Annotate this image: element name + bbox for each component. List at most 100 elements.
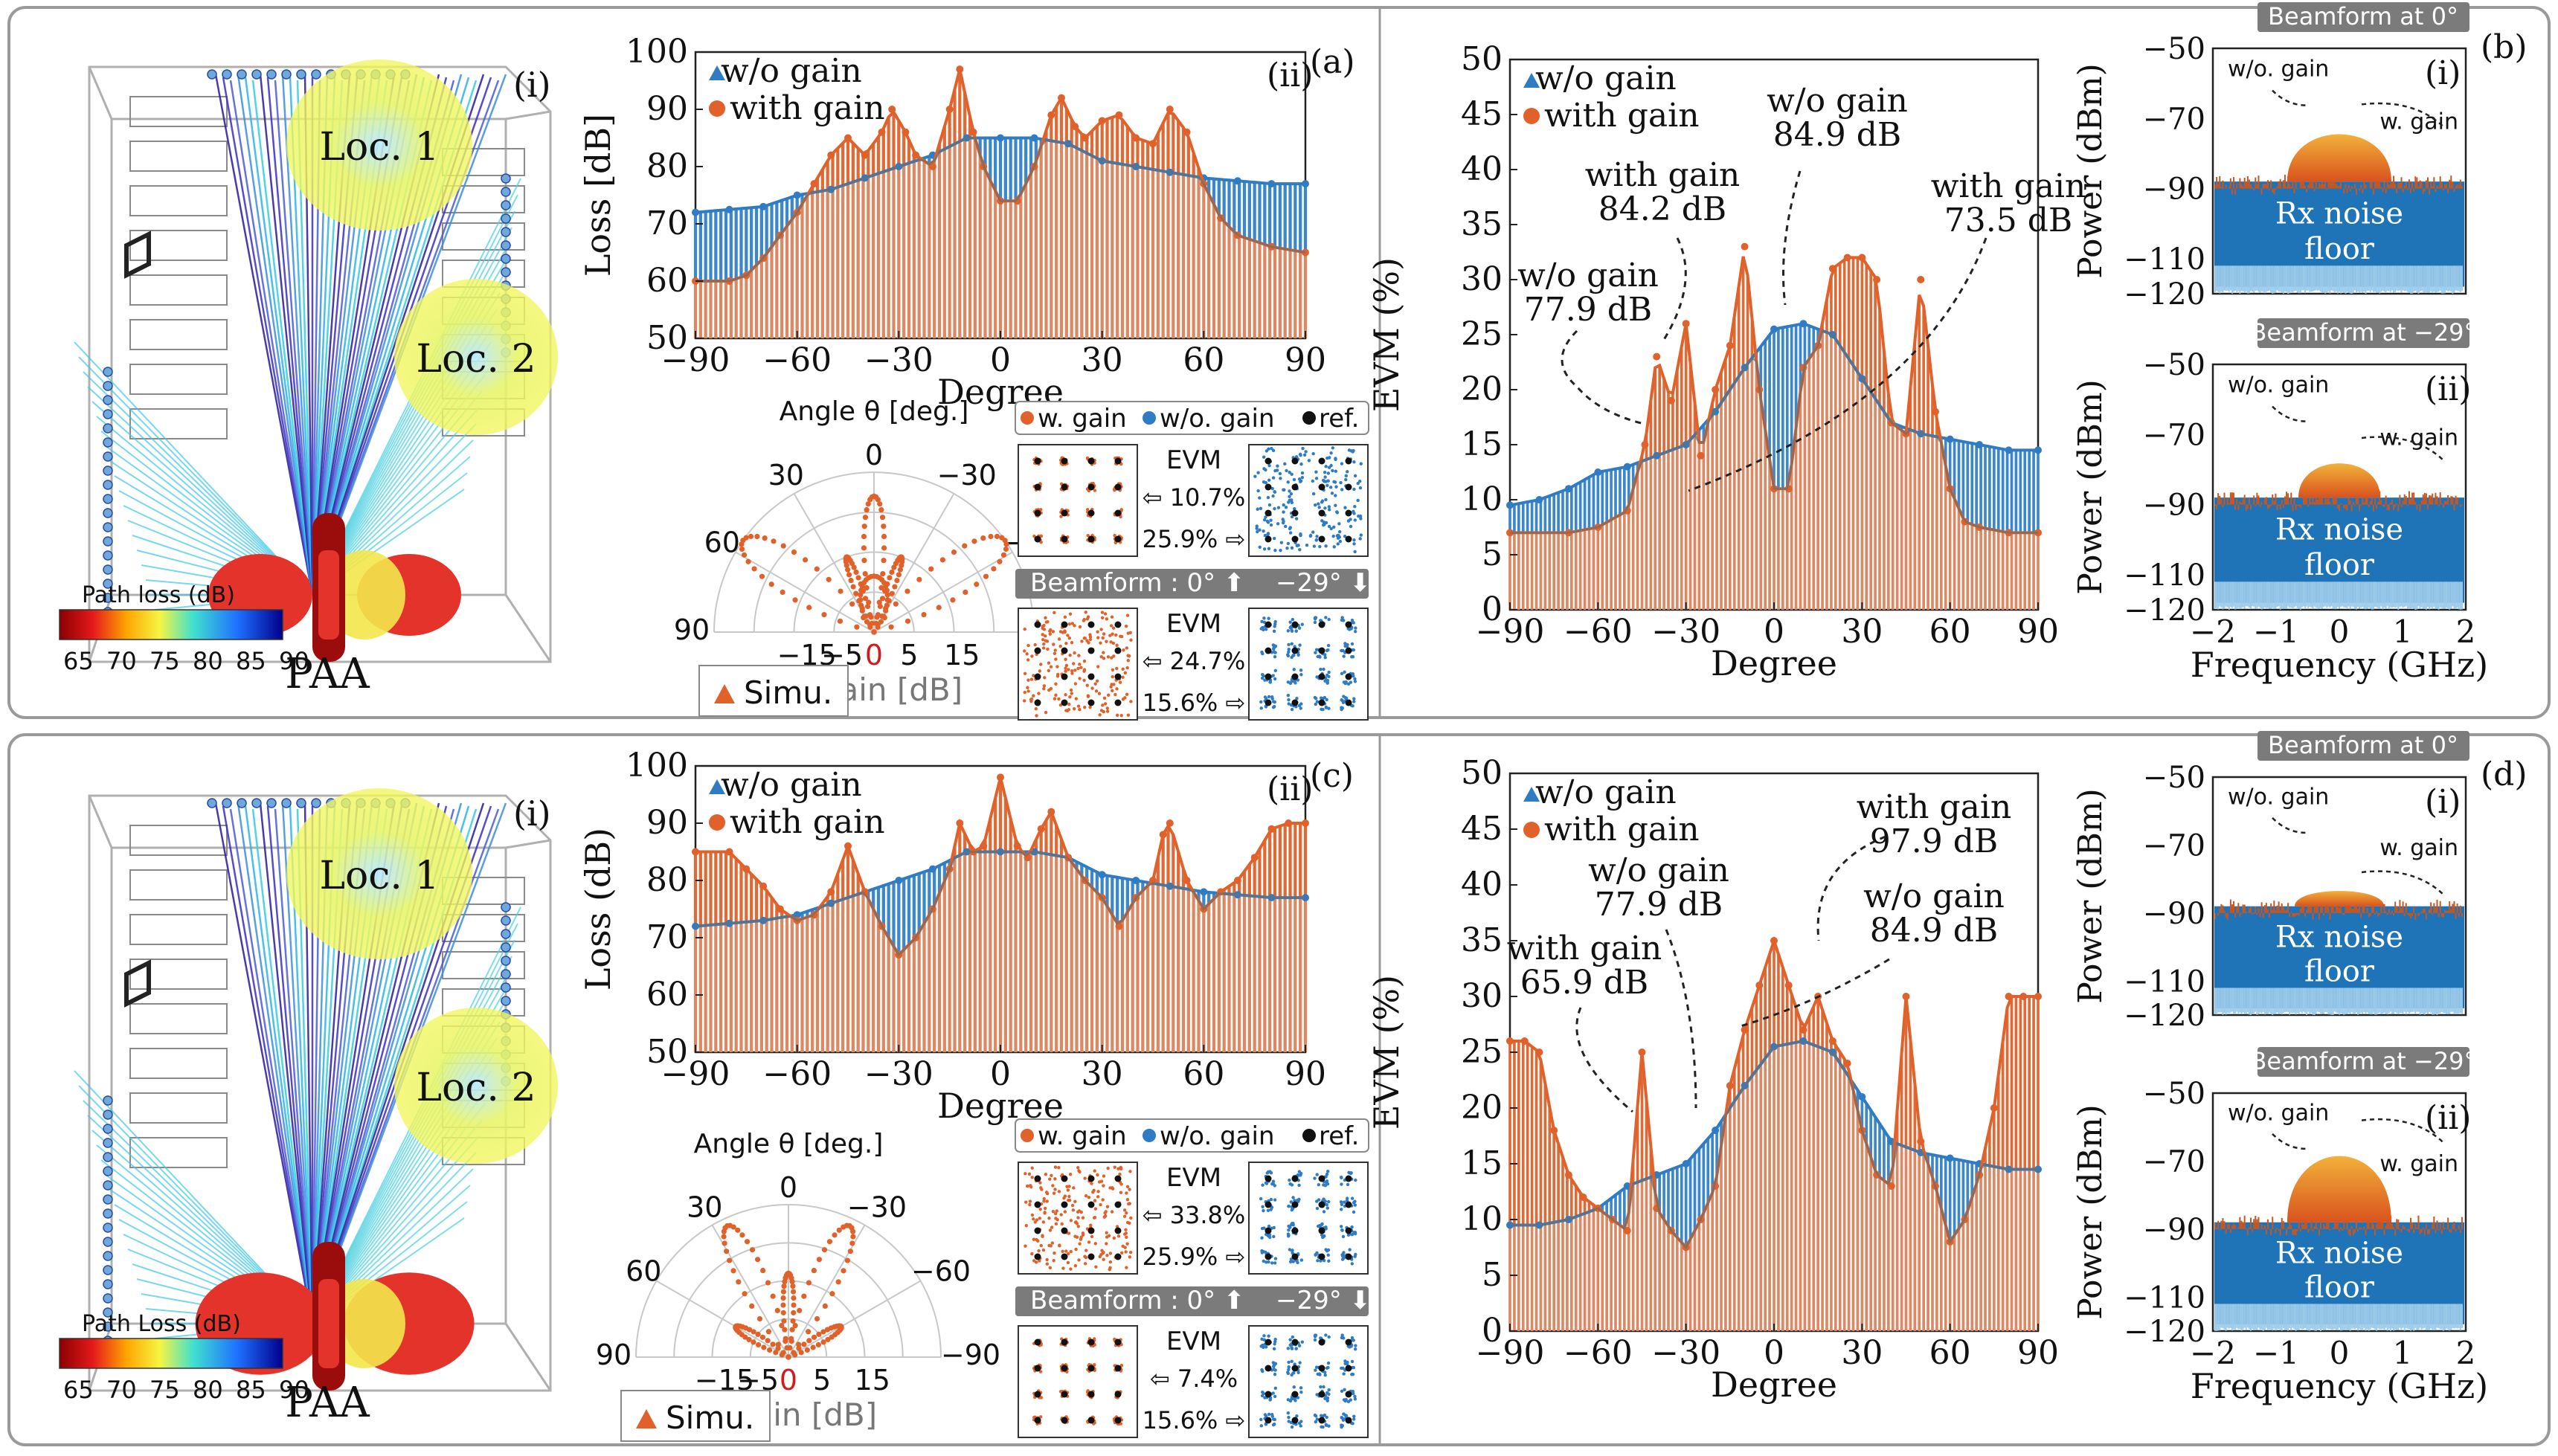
reference-point [1264,1253,1272,1260]
bar-wo-gain [1116,877,1119,924]
bar-with-gain [1878,308,1881,405]
constellation-sample [1288,1260,1293,1263]
bar-with-gain [826,896,829,905]
bar-wo-gain [1566,489,1569,533]
simu-legend: Simu. [620,1390,771,1442]
bar-overlap [1834,1057,1837,1331]
bar-overlap [806,195,809,338]
constellation-sample [1288,620,1292,624]
constellation-sample [1255,526,1259,530]
constellation-sample [1262,1259,1265,1263]
constellation-sample [1039,540,1043,544]
constellation-sample [1256,507,1259,511]
receiver-point [103,1095,113,1106]
constellation-sample [1046,620,1050,624]
constellation-sample [1290,472,1294,477]
pattern-point [796,1345,802,1351]
pattern-point [841,1268,846,1274]
pattern-point [880,570,886,577]
constellation-sample [1352,460,1356,464]
reference-point [1061,673,1068,680]
constellation-sample [1300,471,1305,475]
series-with-gain-point [1013,197,1021,205]
pattern-point [881,524,887,529]
bar-wo-gain [1627,466,1630,506]
pattern-point [785,1354,791,1360]
pattern-point [878,584,884,591]
bar-overlap [1904,434,1908,610]
chart-d: −90 −60 −30 0 30 60 9005101520253035404550Degr… [1366,754,2059,1405]
constellation-sample [1353,677,1357,681]
annotation-label: with gain [1857,788,2012,826]
series-wo-gain-point [1594,468,1602,476]
bar-overlap [2028,532,2031,610]
bar-overlap [1596,527,1600,610]
pattern-point [853,569,859,576]
constellation-sample [1264,1345,1268,1349]
constellation-sample [1255,524,1259,528]
bar-overlap [1856,372,1860,610]
constellation-sample [1044,634,1047,638]
constellation-sample [1315,535,1319,538]
constellation-sample [1048,629,1052,633]
reference-point [1264,673,1272,680]
pattern-point [854,624,860,630]
bar-wo-gain [1684,1164,1688,1248]
constellation-sample [1048,632,1053,636]
legend-label-wo-gain: w/o gain [721,52,862,90]
colorbar-tick-label: 85 [236,1376,266,1404]
constellation-sample [1259,700,1263,704]
polar-angle-label: −90 [941,1339,1000,1371]
constellation-sample [1264,515,1267,519]
bar-overlap [1569,1218,1573,1331]
series-with-gain-point [2005,993,2013,1000]
bar-overlap [739,922,743,1052]
bar-wo-gain [2037,450,2040,533]
bar-with-gain [1105,119,1109,162]
constellation-sample [1323,679,1327,683]
series-with-gain-point [1667,396,1675,405]
constellation-sample [1294,517,1299,521]
bar-wo-gain [1294,184,1297,251]
pattern-point [861,545,867,551]
bar-overlap [897,167,901,338]
bar-with-gain [775,904,779,918]
constellation-sample [1261,1369,1264,1373]
series-wo-gain-point [1132,877,1140,884]
bar-with-gain [892,112,896,169]
constellation-sample [1269,518,1273,522]
constellation-sample [1052,1191,1056,1195]
constellation-sample [1297,1421,1302,1426]
bar-overlap [948,146,951,339]
constellation-sample [1352,542,1356,546]
bar-wo-gain [1561,491,1564,533]
bar-with-gain [876,136,881,174]
series-with-gain-point [956,65,964,74]
bar-overlap [1059,142,1064,338]
constellation-sample [1264,1260,1268,1264]
pattern-point [773,1350,779,1356]
bar-wo-gain [1105,875,1109,906]
bar-overlap [1671,1232,1674,1331]
constellation-sample [1091,1190,1095,1194]
constellation-sample [1024,1223,1028,1228]
constellation-sample [1262,620,1267,625]
bar-overlap [1278,248,1282,338]
bar-wo-gain [1966,442,1970,524]
ray [266,805,314,1324]
reference-point [1264,483,1272,491]
bar-overlap [1177,173,1180,338]
bar-with-gain [1039,828,1043,854]
ray [74,341,313,596]
constellation-sample [1287,1368,1291,1371]
receiver-point [103,1109,113,1120]
pattern-point [894,577,900,584]
constellation-sample [1329,526,1333,531]
bar-overlap [1521,532,1525,610]
bar-overlap [1720,402,1723,610]
constellation-sample [1064,693,1067,697]
constellation-sample [1328,486,1333,489]
series-with-gain-point [1506,1037,1514,1045]
